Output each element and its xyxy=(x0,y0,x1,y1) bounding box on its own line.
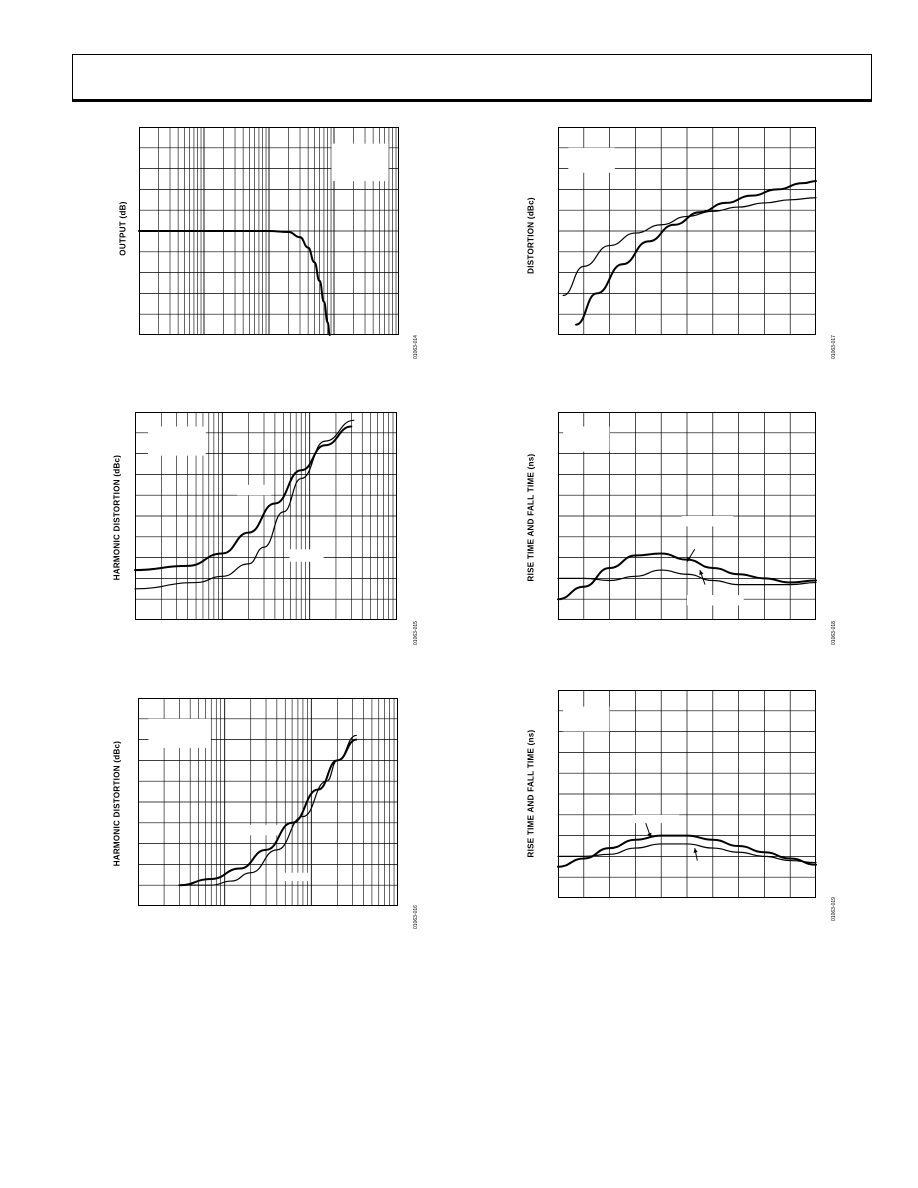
chart-harmonic-distortion-1 xyxy=(134,412,397,620)
series-line-2 xyxy=(557,569,817,586)
chart-6-figure-id: 01063-019 xyxy=(831,897,837,921)
label-box xyxy=(244,824,281,836)
label-box xyxy=(148,426,206,456)
chart-1-ylabel: OUTPUT (dB) xyxy=(118,201,128,256)
chart-5-ylabel: HARMONIC DISTORTION (dBc) xyxy=(112,740,122,867)
label-box xyxy=(568,147,615,173)
plot-frame xyxy=(558,412,816,620)
label-box xyxy=(563,706,610,732)
chart-2-figure-id: 01063-017 xyxy=(831,335,837,359)
series-line-2 xyxy=(134,419,355,590)
series-line-1 xyxy=(562,197,817,297)
chart-output-vs-frequency xyxy=(138,127,399,336)
plot-frame xyxy=(558,127,816,335)
label-box xyxy=(563,426,610,452)
chart-5-figure-id: 01063-016 xyxy=(413,905,419,929)
plot-frame xyxy=(135,412,397,620)
series-line-1 xyxy=(557,552,817,601)
chart-rise-fall-time-2 xyxy=(557,690,817,898)
series-line-2 xyxy=(557,843,817,864)
label-box xyxy=(331,143,389,182)
label-box xyxy=(632,814,680,824)
series-line-1 xyxy=(557,834,817,868)
page-header-box xyxy=(72,54,872,102)
label-box xyxy=(148,718,211,748)
chart-1-figure-id: 01063-014 xyxy=(413,335,419,359)
label-box xyxy=(289,549,324,562)
label-box xyxy=(237,484,272,496)
label-box xyxy=(681,516,734,527)
label-box xyxy=(687,595,744,606)
grid xyxy=(558,127,816,335)
arrow-head xyxy=(687,556,692,562)
arrow-head xyxy=(699,570,704,576)
chart-3-figure-id: 01063-015 xyxy=(413,621,419,645)
chart-2-ylabel: DISTORTION (dBc) xyxy=(526,197,536,274)
plot-frame xyxy=(138,698,398,906)
series-line-1 xyxy=(178,738,358,887)
chart-4-ylabel: RISE TIME AND FALL TIME (ns) xyxy=(526,453,536,582)
arrow-head xyxy=(647,832,652,838)
series-line-2 xyxy=(575,180,817,326)
series-line-2 xyxy=(178,734,357,886)
chart-harmonic-distortion-2 xyxy=(138,698,398,906)
plot-frame xyxy=(558,690,816,898)
arrow-head xyxy=(693,848,698,853)
chart-3-ylabel: HARMONIC DISTORTION (dBc) xyxy=(112,454,122,581)
grid xyxy=(558,690,816,898)
chart-distortion xyxy=(558,127,817,335)
plot-frame xyxy=(139,127,399,335)
chart-6-ylabel: RISE TIME AND FALL TIME (ns) xyxy=(526,729,536,858)
chart-rise-fall-time-1 xyxy=(557,412,817,620)
series-line-1 xyxy=(134,425,353,572)
series-line-1 xyxy=(138,230,331,336)
label-box xyxy=(278,872,310,882)
chart-4-figure-id: 01063-018 xyxy=(831,621,837,645)
